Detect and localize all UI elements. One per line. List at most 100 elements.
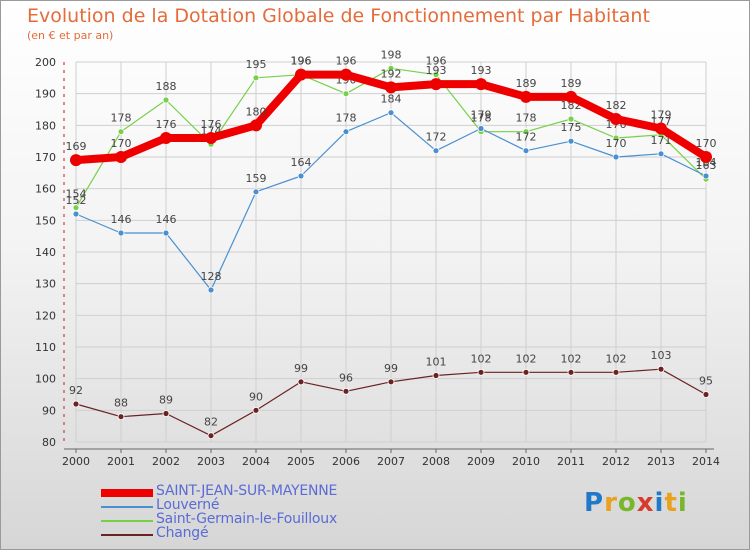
y-tick-label: 90 <box>42 404 56 417</box>
data-point <box>700 151 712 163</box>
data-point <box>252 406 260 414</box>
data-label: 92 <box>69 384 83 397</box>
data-label: 182 <box>606 99 627 112</box>
data-point <box>117 128 125 136</box>
data-label: 169 <box>66 140 87 153</box>
data-label: 178 <box>336 112 357 125</box>
data-label: 90 <box>249 390 263 403</box>
legend-label: Changé <box>156 525 209 541</box>
data-point <box>72 210 80 218</box>
data-point <box>387 109 395 117</box>
data-label: 193 <box>471 64 492 77</box>
data-label: 159 <box>246 172 267 185</box>
data-point <box>70 154 82 167</box>
data-point <box>565 90 577 103</box>
data-label: 180 <box>246 105 267 118</box>
data-label: 146 <box>111 213 132 226</box>
x-tick-label: 2001 <box>107 455 135 468</box>
y-tick-label: 150 <box>35 214 56 227</box>
data-point <box>117 229 125 237</box>
data-label: 103 <box>651 349 672 362</box>
data-point <box>655 122 667 135</box>
data-point <box>297 378 305 386</box>
legend-swatch <box>101 534 153 536</box>
data-label: 189 <box>561 77 582 90</box>
data-label: 196 <box>291 55 312 68</box>
data-label: 128 <box>201 270 222 283</box>
data-label: 176 <box>156 118 177 131</box>
data-point <box>432 372 440 379</box>
legend-swatch <box>101 520 153 522</box>
data-point <box>205 132 217 144</box>
data-label: 196 <box>291 55 312 68</box>
data-point <box>162 96 170 104</box>
x-tick-label: 2003 <box>197 455 225 468</box>
x-tick-label: 2000 <box>62 455 90 468</box>
x-tick-label: 2007 <box>377 455 405 468</box>
data-point <box>612 134 620 142</box>
data-label: 88 <box>114 397 128 410</box>
data-label: 89 <box>159 394 173 407</box>
data-label: 170 <box>111 137 132 150</box>
data-point <box>567 115 575 123</box>
x-tick-label: 2004 <box>242 455 270 468</box>
legend-label: Saint-Germain-le-Fouilloux <box>156 511 338 527</box>
data-label: 184 <box>381 93 402 106</box>
data-label: 193 <box>426 64 447 77</box>
chart-title: Evolution de la Dotation Globale de Fonc… <box>27 5 650 27</box>
data-point <box>72 400 80 408</box>
data-label: 102 <box>516 352 537 365</box>
data-point <box>115 151 127 163</box>
data-label: 178 <box>516 112 537 125</box>
data-label: 99 <box>294 362 308 375</box>
data-label: 192 <box>381 67 402 80</box>
proxiti-logo: Proxiti <box>584 488 688 518</box>
x-tick-label: 2009 <box>467 455 495 468</box>
legend-swatch <box>101 506 153 508</box>
data-point <box>160 132 172 144</box>
data-point <box>567 368 575 376</box>
data-point <box>342 128 350 136</box>
data-point <box>342 387 350 395</box>
data-label: 179 <box>651 109 672 122</box>
y-tick-label: 140 <box>35 246 56 259</box>
data-point <box>567 137 575 145</box>
data-point <box>297 172 305 180</box>
data-point <box>522 128 530 136</box>
y-tick-label: 120 <box>35 309 56 322</box>
data-label: 82 <box>204 416 218 429</box>
data-label: 170 <box>696 137 717 150</box>
legend-label: SAINT-JEAN-SUR-MAYENNE <box>156 483 338 499</box>
data-label: 152 <box>66 194 87 207</box>
data-label: 195 <box>246 58 267 71</box>
data-label: 178 <box>111 112 132 125</box>
y-tick-label: 190 <box>35 88 56 101</box>
y-tick-label: 100 <box>35 373 56 386</box>
data-point <box>387 64 395 72</box>
data-label: 196 <box>426 55 447 68</box>
data-point <box>342 90 350 98</box>
data-label: 178 <box>471 112 492 125</box>
data-point <box>250 119 262 132</box>
data-point <box>522 368 530 376</box>
data-label: 198 <box>381 48 402 61</box>
data-point <box>252 74 260 82</box>
data-point <box>475 78 487 91</box>
x-tick-label: 2013 <box>647 455 675 468</box>
data-label: 176 <box>201 118 222 131</box>
data-label: 164 <box>291 156 312 169</box>
data-label: 171 <box>651 134 672 147</box>
data-point <box>432 71 440 79</box>
data-point <box>207 432 215 440</box>
data-point <box>340 68 352 81</box>
x-tick-label: 2008 <box>422 455 450 468</box>
x-tick-label: 2010 <box>512 455 540 468</box>
data-label: 179 <box>471 109 492 122</box>
chart-subtitle: (en € et par an) <box>27 29 114 42</box>
x-tick-label: 2006 <box>332 455 360 468</box>
data-point <box>477 125 485 132</box>
data-label: 95 <box>699 375 713 388</box>
data-label: 196 <box>336 55 357 68</box>
data-point <box>430 78 442 91</box>
